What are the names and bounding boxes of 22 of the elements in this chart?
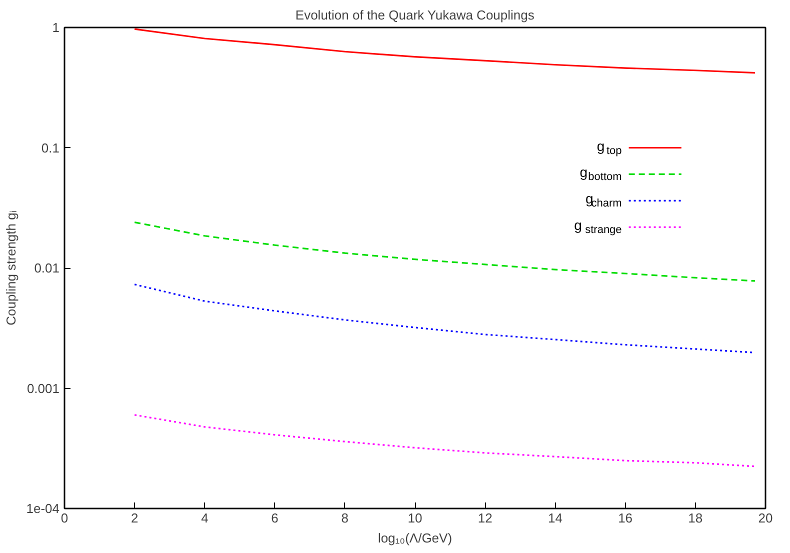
y-tick-label: 1e-04 xyxy=(26,501,60,516)
line-series xyxy=(134,414,756,468)
x-tick-label: 16 xyxy=(618,510,633,526)
y-axis-title: Coupling strength gᵢ xyxy=(3,210,18,326)
chart-title: Evolution of the Quark Yukawa Couplings xyxy=(295,8,535,22)
x-tick-label: 12 xyxy=(478,510,492,526)
line-series xyxy=(134,221,756,282)
x-tick-label: 4 xyxy=(201,510,208,526)
x-tick-label: 10 xyxy=(408,510,422,526)
x-axis-title: log₁₀(Λ/GeV) xyxy=(378,530,452,546)
y-tick-label: 0.01 xyxy=(34,260,60,276)
x-tick-label: 18 xyxy=(688,510,703,526)
y-tick-label: 0.001 xyxy=(26,380,60,396)
line-series xyxy=(134,28,756,74)
x-tick-label: 14 xyxy=(548,510,562,526)
x-tick-label: 2 xyxy=(130,510,138,526)
x-tick-label: 8 xyxy=(341,510,349,526)
x-tick-label: 20 xyxy=(758,510,773,526)
x-tick-label: 0 xyxy=(60,510,68,526)
x-tick-label: 6 xyxy=(271,510,278,526)
y-tick-label: 0.1 xyxy=(41,140,60,156)
y-tick-label: 1 xyxy=(52,20,60,35)
